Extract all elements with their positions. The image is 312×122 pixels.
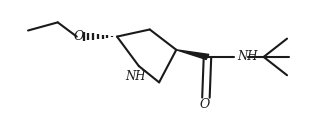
Text: O: O: [200, 98, 210, 111]
Text: NH: NH: [237, 50, 258, 63]
Text: O: O: [74, 30, 84, 43]
Polygon shape: [176, 50, 209, 59]
Text: NH: NH: [125, 70, 146, 83]
